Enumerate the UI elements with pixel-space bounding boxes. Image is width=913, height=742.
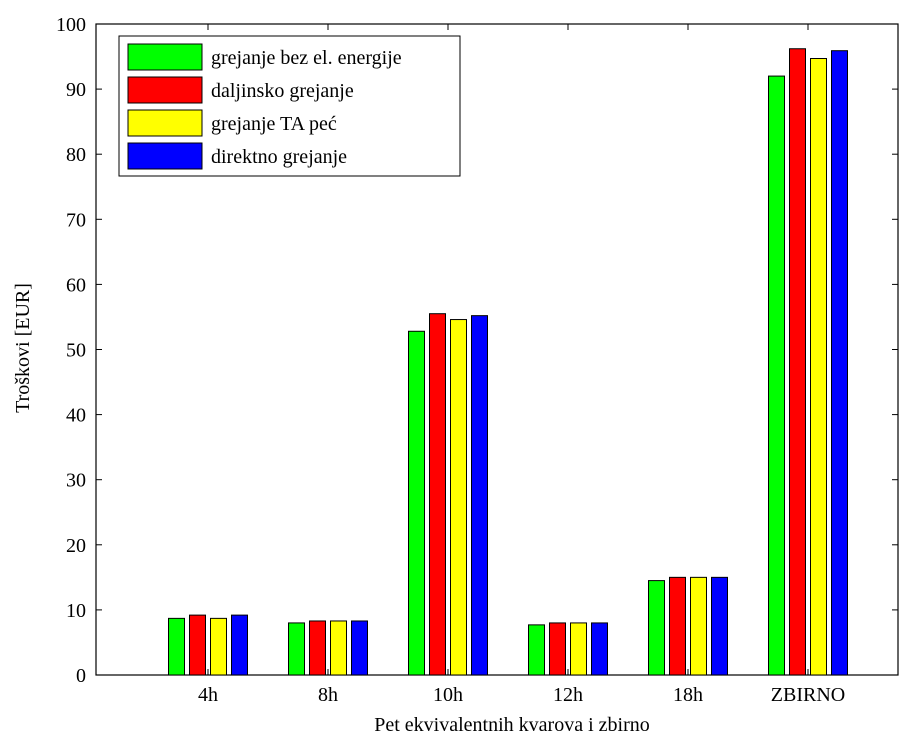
y-tick-label: 10 — [66, 600, 86, 622]
y-tick-label: 80 — [66, 144, 86, 166]
bar — [591, 622, 608, 676]
bar — [210, 617, 227, 676]
y-tick-label: 90 — [66, 79, 86, 101]
bar — [711, 576, 728, 676]
bar — [351, 620, 368, 676]
bar — [648, 580, 665, 676]
x-tick-label: 10h — [433, 684, 463, 706]
legend-label: grejanje TA peć — [211, 113, 337, 135]
y-tick-label: 50 — [66, 340, 86, 362]
y-tick-label: 70 — [66, 209, 86, 231]
x-axis-ticks: 4h 8h 10h 12h 18h ZBIRNO — [198, 24, 845, 706]
bars — [168, 48, 848, 676]
bar — [690, 576, 707, 676]
y-axis-title: Troškovi [EUR] — [12, 283, 34, 413]
bar — [429, 313, 446, 676]
legend-swatch — [127, 109, 203, 137]
x-tick-label: ZBIRNO — [771, 684, 845, 706]
legend-label: direktno grejanje — [211, 146, 347, 168]
legend-swatch — [127, 43, 203, 71]
legend-swatch — [127, 142, 203, 170]
bar — [528, 624, 545, 676]
y-tick-label: 40 — [66, 405, 86, 427]
legend: grejanje bez el. energije daljinsko greja… — [118, 35, 461, 177]
bar — [789, 48, 806, 676]
x-tick-label: 4h — [198, 684, 218, 706]
bar — [408, 330, 425, 676]
bar — [231, 614, 248, 676]
legend-swatch — [127, 76, 203, 104]
x-axis-title: Pet ekvivalentnih kvarova i zbirno — [374, 714, 649, 736]
bar — [330, 620, 347, 676]
y-axis-ticks: 0 10 20 30 40 50 60 70 80 90 100 — [56, 14, 898, 687]
bar — [831, 50, 848, 676]
bar — [669, 576, 686, 676]
y-tick-label: 60 — [66, 274, 86, 296]
y-tick-label: 100 — [56, 14, 86, 36]
bar — [810, 58, 827, 676]
x-tick-label: 12h — [553, 684, 583, 706]
bar — [450, 319, 467, 676]
x-tick-label: 8h — [318, 684, 338, 706]
bar — [189, 614, 206, 676]
bar — [471, 315, 488, 676]
y-tick-label: 20 — [66, 535, 86, 557]
bar — [288, 622, 305, 676]
bar — [309, 620, 326, 676]
legend-label: grejanje bez el. energije — [211, 47, 402, 69]
x-tick-label: 18h — [673, 684, 703, 706]
legend-label: daljinsko grejanje — [211, 80, 354, 102]
y-tick-label: 0 — [76, 665, 86, 687]
bar — [768, 75, 785, 676]
bar — [570, 622, 587, 676]
y-tick-label: 30 — [66, 470, 86, 492]
bar — [168, 617, 185, 676]
bar — [549, 622, 566, 676]
